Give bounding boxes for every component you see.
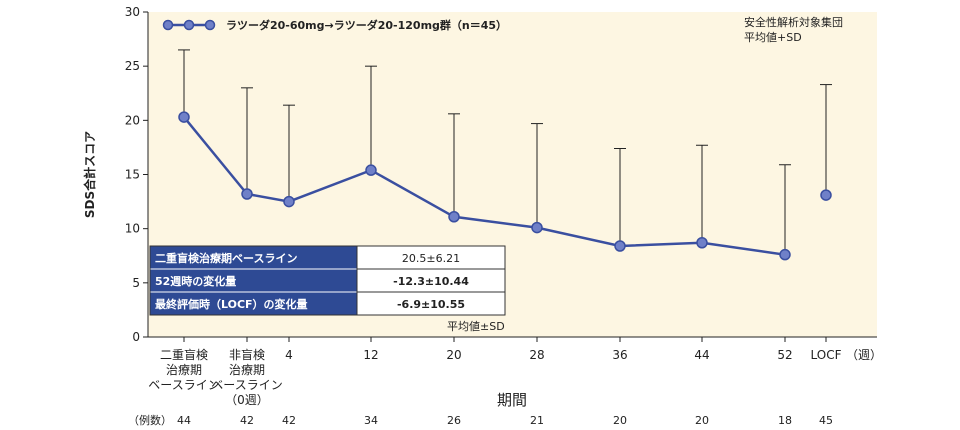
n-value: 20 (613, 414, 627, 427)
data-point (178, 111, 190, 123)
table-row-value: -12.3±10.44 (393, 275, 469, 288)
annotation-population: 安全性解析対象集団 (744, 15, 843, 29)
week-unit-label: （週） (846, 348, 882, 362)
y-axis-ticks: 0 5 10 15 20 25 30 (125, 5, 148, 344)
table-row-value: 20.5±6.21 (402, 252, 460, 265)
x-tick-label: 52 (777, 348, 792, 362)
y-tick-label: 30 (125, 5, 140, 19)
x-tick-label: 治療期 (166, 363, 202, 377)
y-tick-label: 5 (132, 276, 140, 290)
table-note: 平均値±SD (447, 320, 505, 333)
data-point (283, 195, 295, 208)
y-tick-label: 25 (125, 59, 140, 73)
x-tick-label: 28 (529, 348, 544, 362)
data-point (448, 211, 460, 223)
x-axis-title: 期間 (497, 391, 527, 409)
n-value: 21 (530, 414, 544, 427)
legend-marker (183, 19, 195, 31)
n-value: 42 (282, 414, 296, 427)
data-points (178, 111, 832, 261)
legend: ラツーダ20-60mg→ラツーダ20-120mg群（n＝45） (162, 18, 507, 32)
legend-marker (162, 19, 174, 31)
annotation-stat: 平均値+SD (744, 31, 802, 44)
n-value: 44 (177, 414, 191, 427)
error-bars (178, 49, 832, 255)
n-value: 45 (819, 414, 833, 427)
data-point (241, 188, 253, 200)
y-axis-label: SDS合計スコア (82, 131, 97, 218)
n-row-label: （例数） (128, 413, 172, 427)
table-row-value: -6.9±10.55 (397, 298, 465, 311)
n-value: 18 (778, 414, 792, 427)
y-tick-label: 10 (125, 222, 140, 236)
x-tick-label: 非盲検 (229, 347, 265, 362)
x-tick-label: ベースライン (211, 378, 282, 392)
table-border (149, 245, 506, 316)
table-row-label: 最終評価時（LOCF）の変化量 (155, 297, 308, 311)
x-tick-label: （0週） (225, 393, 269, 407)
n-value: 42 (240, 414, 254, 427)
legend-markers (162, 19, 216, 31)
x-tick-label: 治療期 (229, 363, 265, 377)
legend-label: ラツーダ20-60mg→ラツーダ20-120mg群（n＝45） (226, 18, 507, 32)
x-tick-label: 44 (694, 348, 709, 362)
y-tick-label: 0 (132, 330, 140, 344)
data-point (531, 221, 543, 234)
data-point (614, 240, 626, 252)
summary-table: 二重盲検治療期ベースライン 20.5±6.21 52週時の変化量 -12.3±10.4… (149, 245, 506, 316)
x-tick-label: 二重盲検 (160, 347, 208, 362)
n-value: 34 (364, 414, 378, 427)
data-point (779, 248, 791, 261)
table-row-label: 52週時の変化量 (155, 274, 236, 288)
n-value: 20 (695, 414, 709, 427)
n-values: 44 42 42 34 26 21 20 20 18 45 (177, 414, 833, 427)
y-tick-label: 15 (125, 168, 140, 182)
legend-marker (204, 19, 216, 31)
x-tick-label: LOCF (811, 348, 842, 362)
x-tick-label: 36 (612, 348, 627, 362)
x-tick-label: 20 (446, 348, 461, 362)
data-point (365, 164, 377, 176)
data-point (820, 189, 832, 201)
n-value: 26 (447, 414, 461, 427)
y-tick-label: 20 (125, 113, 140, 127)
table-row-label: 二重盲検治療期ベースライン (155, 251, 297, 265)
x-tick-label: 4 (285, 348, 293, 362)
x-tick-label: ベースライン (148, 378, 219, 392)
data-point (696, 237, 708, 249)
x-tick-label: 12 (363, 348, 378, 362)
